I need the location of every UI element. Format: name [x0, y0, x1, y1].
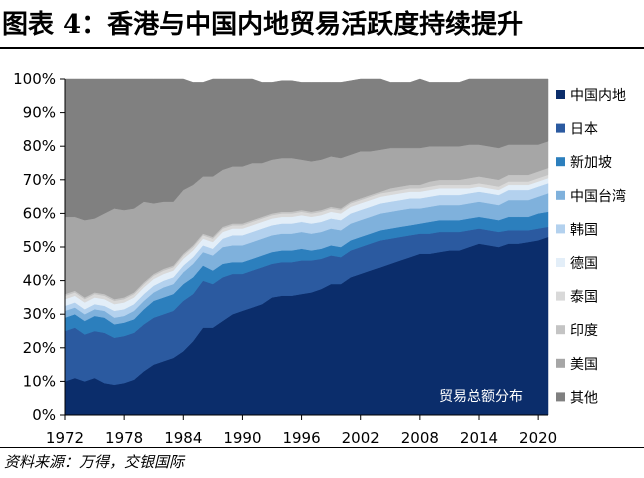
- legend-swatch: [556, 90, 565, 99]
- y-tick-label: 50%: [23, 238, 56, 256]
- x-tick-label: 2014: [460, 429, 498, 447]
- legend-swatch: [556, 190, 565, 200]
- area-layers: [64, 78, 549, 416]
- x-tick-label: 1996: [282, 429, 320, 447]
- legend-label: 泰国: [570, 290, 598, 306]
- legend-label: 美国: [570, 357, 598, 373]
- legend-swatch: [556, 258, 565, 267]
- area-10: [64, 78, 549, 221]
- page-title: 图表 4：香港与中国内地贸易活跃度持续提升: [2, 10, 524, 40]
- legend-swatch: [556, 392, 565, 402]
- legend-label: 日本: [570, 122, 598, 138]
- x-tick-label: 2020: [519, 429, 557, 447]
- legend-label: 德国: [570, 256, 598, 272]
- x-tick-label: 2002: [342, 429, 380, 447]
- y-tick-label: 80%: [23, 137, 56, 155]
- legend-swatch: [556, 291, 565, 301]
- y-tick-label: 40%: [23, 272, 56, 290]
- x-tick-label: 2008: [401, 429, 439, 447]
- y-tick-label: 70%: [23, 171, 56, 189]
- legend-label: 新加坡: [570, 155, 612, 171]
- legend-label: 中国内地: [570, 88, 626, 104]
- legend-swatch: [556, 325, 565, 335]
- axes: 0% 10% 20% 30% 40% 50% 60% 70% 80% 90% 100% 1972 197…: [13, 70, 557, 447]
- legend-label: 韩国: [570, 222, 598, 238]
- bottom-rule: [0, 447, 644, 448]
- x-tick-label: 1990: [223, 429, 261, 447]
- title-rule: [0, 47, 644, 49]
- y-tick-label: 10%: [23, 372, 56, 390]
- y-tick-label: 60%: [23, 204, 56, 222]
- legend-swatch: [556, 123, 565, 133]
- legend-label: 其他: [570, 390, 598, 406]
- legend-swatch: [556, 224, 565, 234]
- chart-annotation: 贸易总额分布: [439, 389, 523, 405]
- x-tick-label: 1978: [105, 429, 143, 447]
- y-tick-label: 30%: [23, 305, 56, 323]
- legend-label: 中国台湾: [570, 188, 626, 205]
- legend-swatch: [556, 157, 565, 167]
- y-tick-label: 20%: [23, 339, 56, 357]
- source-note: 资料来源：万得，交银国际: [4, 453, 185, 471]
- y-tick-label: 90%: [23, 104, 56, 122]
- x-tick-label: 1984: [164, 429, 202, 447]
- legend-label: 印度: [570, 323, 598, 339]
- y-tick-label: 0%: [32, 406, 56, 424]
- y-tick-label: 100%: [13, 70, 56, 88]
- legend-swatch: [556, 358, 565, 368]
- x-tick-label: 1972: [46, 429, 84, 447]
